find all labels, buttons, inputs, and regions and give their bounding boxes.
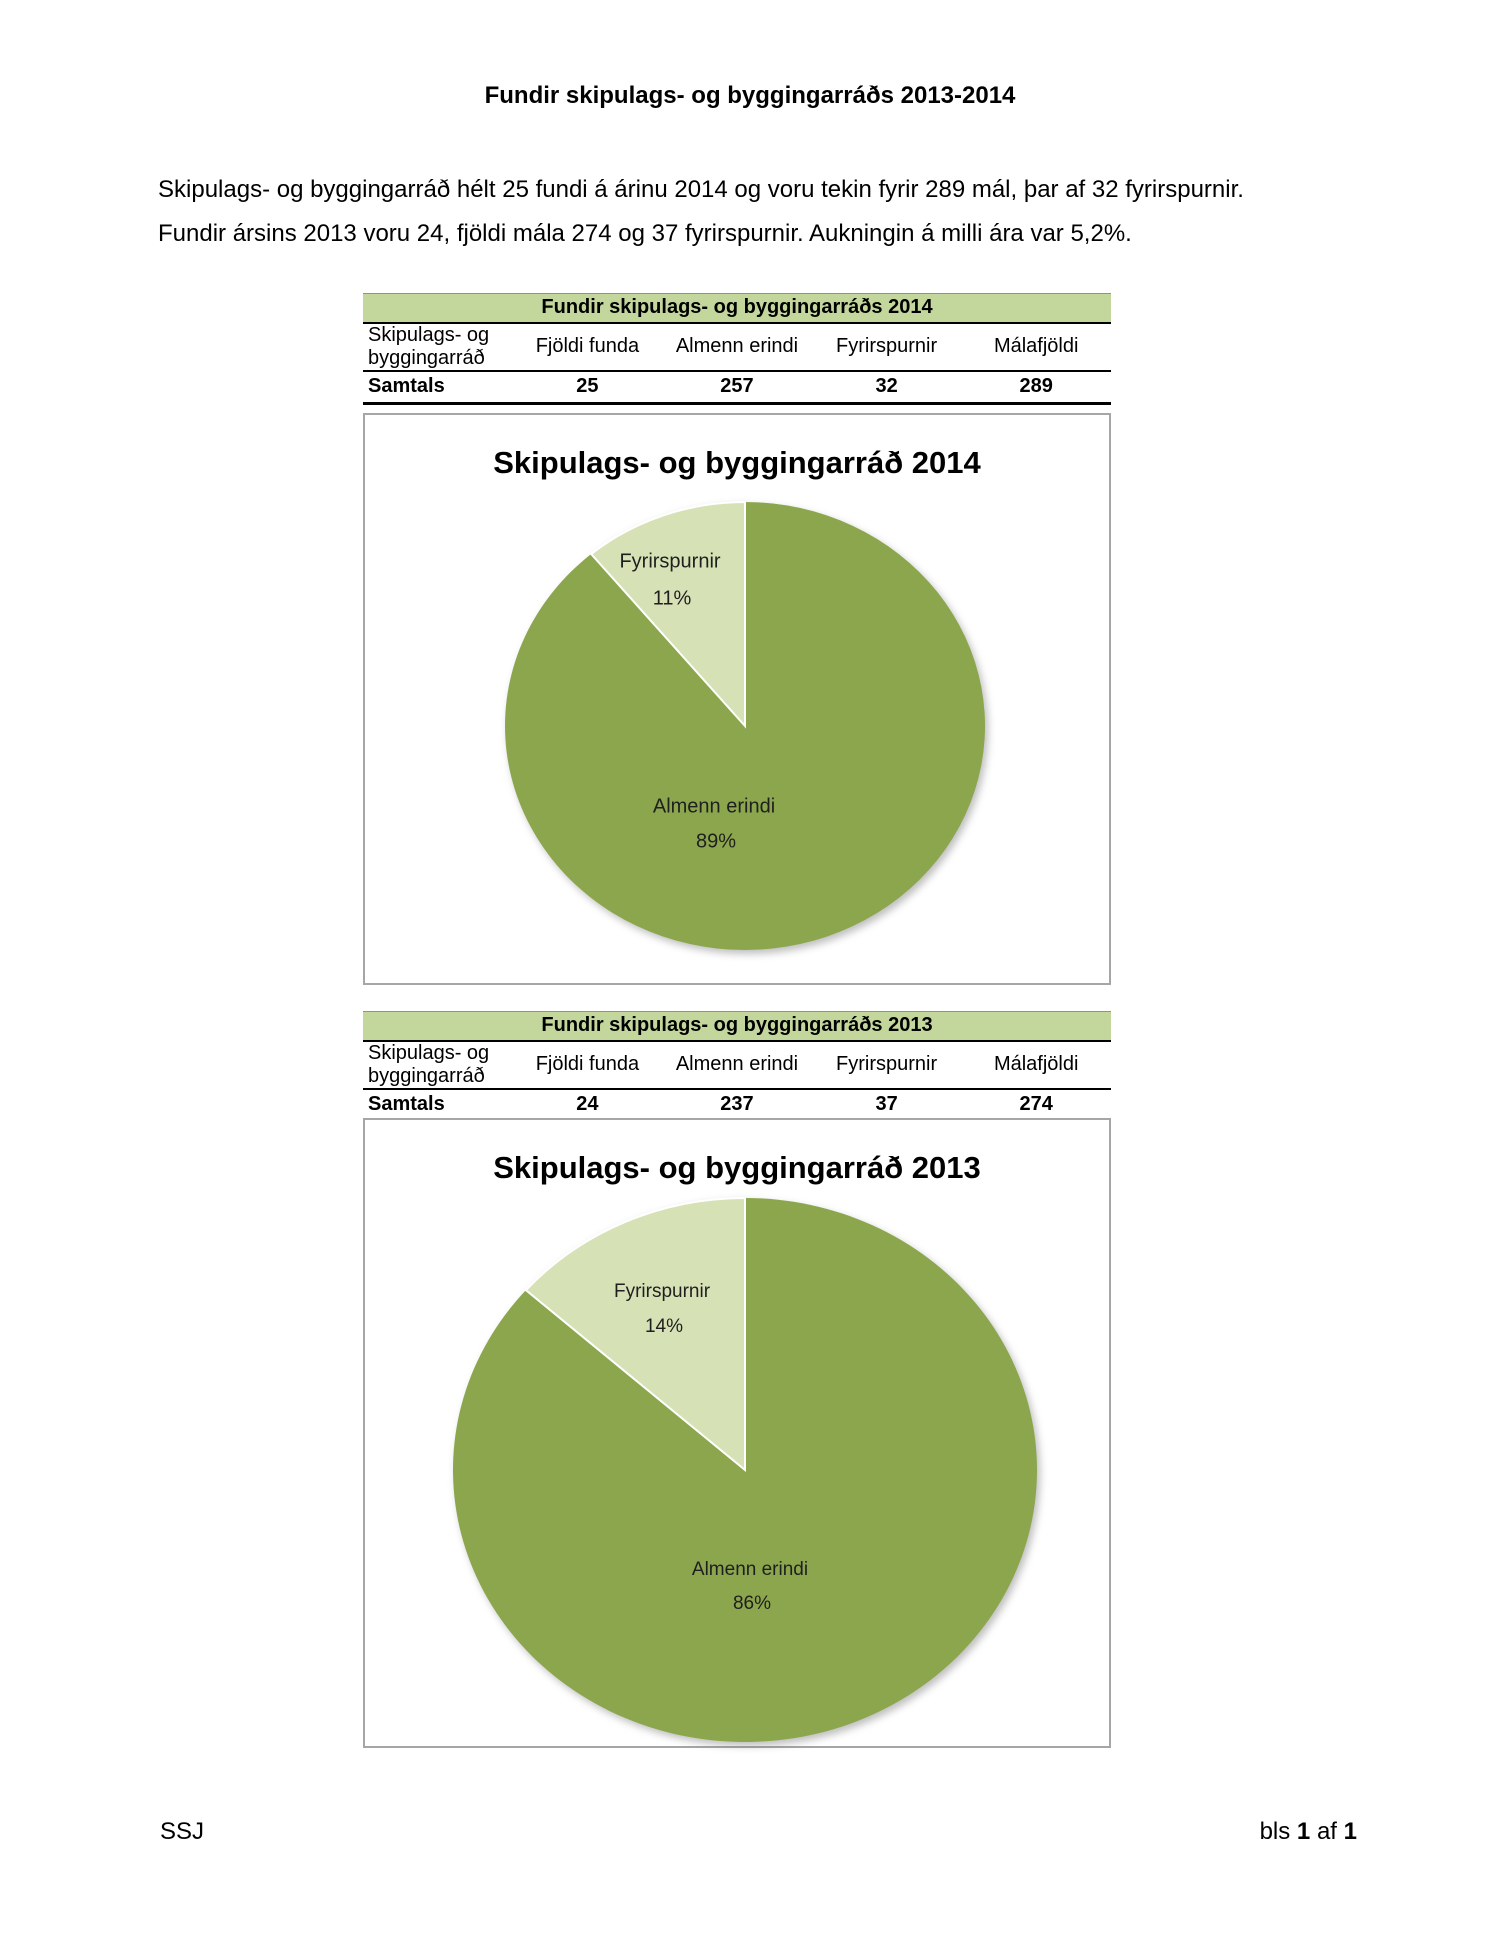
table-2013-header-row: Skipulags- og byggingarráð Fjöldi funda … <box>363 1040 1111 1090</box>
column-header: Fjöldi funda <box>512 322 663 372</box>
table-2013-title: Fundir skipulags- og byggingarráðs 2013 <box>363 1011 1111 1042</box>
table-2013: Fundir skipulags- og byggingarráðs 2013 … <box>363 1011 1111 1123</box>
footer-bls-label: bls <box>1259 1818 1291 1845</box>
page-footer: SSJ bls 1 af 1 <box>0 1818 1500 1848</box>
slice-label-fyrirspurnir: Fyrirspurnir <box>613 1281 711 1302</box>
table-row: Samtals 24 237 37 274 <box>363 1088 1111 1123</box>
pie-slice-1 <box>524 1196 746 1473</box>
footer-page-number: 1 <box>1296 1818 1311 1845</box>
table-2013-title-row: Fundir skipulags- og byggingarráðs 2013 <box>363 1011 1111 1042</box>
chart-2013: Skipulags- og byggingarráð 2013 Fyrirspu… <box>363 1118 1111 1748</box>
cell-fjoldi-funda: 24 <box>512 1088 663 1123</box>
cell-malafjoldi: 274 <box>961 1088 1111 1123</box>
cell-malafjoldi: 289 <box>961 370 1111 405</box>
table-row: Samtals 25 257 32 289 <box>363 370 1111 405</box>
page-title: Fundir skipulags- og byggingarráðs 2013-… <box>484 82 1016 109</box>
slice-label-fyrirspurnir: Fyrirspurnir <box>619 550 721 573</box>
slice-percent-fyrirspurnir: 14% <box>644 1316 684 1337</box>
column-header: Fjöldi funda <box>512 1040 663 1090</box>
cell-fyrirspurnir: 37 <box>811 1088 962 1123</box>
column-header: Almenn erindi <box>662 1040 812 1090</box>
table-2014-title: Fundir skipulags- og byggingarráðs 2014 <box>363 293 1111 324</box>
footer-initials: SSJ <box>160 1818 205 1845</box>
column-header: Fyrirspurnir <box>811 1040 962 1090</box>
cell-almenn-erindi: 237 <box>662 1088 812 1123</box>
slice-label-almenn-erindi: Almenn erindi <box>691 1559 809 1580</box>
chart-2013-title: Skipulags- og byggingarráð 2013 <box>493 1150 981 1185</box>
footer-af-label: af <box>1316 1818 1337 1845</box>
column-header: Fyrirspurnir <box>811 322 962 372</box>
column-header: Málafjöldi <box>961 1040 1111 1090</box>
column-header: Almenn erindi <box>662 322 812 372</box>
column-header: Skipulags- og byggingarráð <box>363 322 513 372</box>
footer-page-indicator: bls 1 af 1 <box>1260 1818 1357 1846</box>
slice-percent-fyrirspurnir: 11% <box>652 587 692 610</box>
row-label: Samtals <box>363 370 513 405</box>
footer-page-total: 1 <box>1343 1818 1357 1845</box>
table-2014: Fundir skipulags- og byggingarráðs 2014 … <box>363 293 1111 405</box>
chart-2014-title: Skipulags- og byggingarráð 2014 <box>493 445 981 480</box>
pie-chart-2013 <box>452 1196 1037 1742</box>
cell-fjoldi-funda: 25 <box>512 370 663 405</box>
cell-fyrirspurnir: 32 <box>811 370 962 405</box>
column-header: Skipulags- og byggingarráð <box>363 1040 513 1090</box>
paragraph-line-1: Skipulags- og byggingarráð hélt 25 fundi… <box>158 176 1244 203</box>
slice-percent-almenn-erindi: 89% <box>695 830 737 853</box>
table-2014-title-row: Fundir skipulags- og byggingarráðs 2014 <box>363 293 1111 324</box>
column-header: Málafjöldi <box>961 322 1111 372</box>
pie-slice-1 <box>589 500 746 729</box>
table-2014-header-row: Skipulags- og byggingarráð Fjöldi funda … <box>363 322 1111 372</box>
pie-chart-2014 <box>505 500 986 950</box>
intro-paragraph: Skipulags- og byggingarráð hélt 25 fundi… <box>158 168 1378 256</box>
cell-almenn-erindi: 257 <box>662 370 812 405</box>
chart-2014: Skipulags- og byggingarráð 2014 Fyrirspu… <box>363 413 1111 985</box>
row-label: Samtals <box>363 1088 513 1123</box>
slice-percent-almenn-erindi: 86% <box>732 1593 772 1614</box>
paragraph-line-2: Fundir ársins 2013 voru 24, fjöldi mála … <box>158 220 1132 247</box>
slice-label-almenn-erindi: Almenn erindi <box>652 795 776 818</box>
